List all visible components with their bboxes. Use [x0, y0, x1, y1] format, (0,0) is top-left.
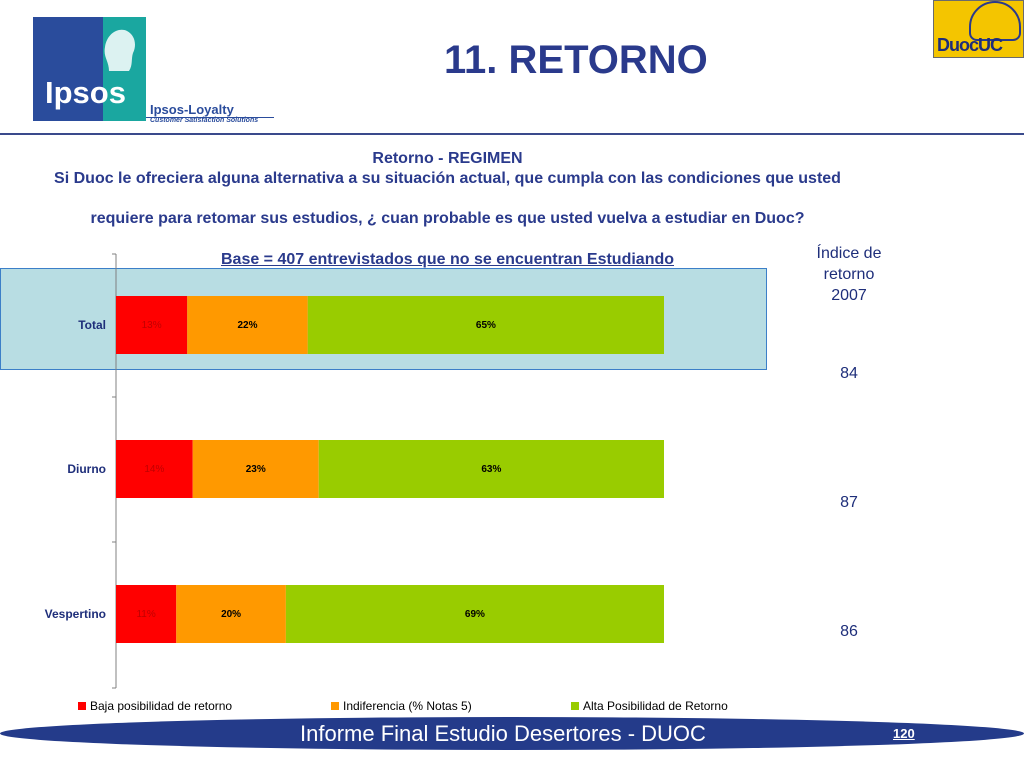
- legend-swatch-alta: [571, 702, 579, 710]
- crest-icon: [969, 1, 1021, 41]
- category-label-total: Total: [78, 318, 106, 332]
- index-value-diurno: 87: [840, 494, 858, 511]
- legend-item-alta: Alta Posibilidad de Retorno: [571, 699, 728, 713]
- data-label: 13%: [142, 320, 162, 331]
- bar-segment: [116, 296, 188, 354]
- chart-legend: Baja posibilidad de retorno Indiferencia…: [0, 699, 1024, 715]
- data-label: 22%: [238, 320, 258, 331]
- legend-swatch-indiferencia: [331, 702, 339, 710]
- question-line-2: requiere para retomar sus estudios, ¿ cu…: [90, 210, 805, 227]
- loyalty-underline: [146, 117, 274, 118]
- ipsos-loyalty-tagline: Customer Satisfaction Solutions: [150, 117, 259, 124]
- legend-item-baja: Baja posibilidad de retorno: [78, 699, 232, 713]
- legend-label-alta: Alta Posibilidad de Retorno: [583, 699, 728, 713]
- legend-label-indiferencia: Indiferencia (% Notas 5): [343, 699, 472, 713]
- footer-band: [0, 717, 1024, 750]
- bar-segment: [116, 585, 177, 643]
- question-line-1: Si Duoc le ofreciera alguna alternativa …: [54, 170, 841, 187]
- bar-segment: [307, 296, 664, 354]
- bar-segment: [176, 585, 286, 643]
- index-header-line-2: retorno: [823, 266, 875, 283]
- page-number: 120: [893, 726, 915, 741]
- data-label: 23%: [246, 464, 266, 475]
- stacked-bar-chart: Total 13% 22% 65% Diurno 14% 23% 63% Vespertino 1…: [45, 253, 664, 689]
- bar-segment: [116, 440, 193, 498]
- index-value-vespertino: 86: [840, 623, 858, 640]
- data-label: 11%: [136, 609, 155, 620]
- ipsos-loyalty-label: Ipsos-Loyalty: [150, 102, 234, 117]
- index-header-line-3: 2007: [831, 287, 867, 304]
- sample-base: Base = 407 entrevistados que no se encue…: [220, 251, 675, 268]
- ipsos-logo-text: Ipsos: [45, 75, 126, 110]
- legend-swatch-baja: [78, 702, 86, 710]
- legend-label-baja: Baja posibilidad de retorno: [90, 699, 233, 713]
- category-label-vespertino: Vespertino: [45, 607, 106, 621]
- category-label-diurno: Diurno: [67, 462, 106, 476]
- footer-text: Informe Final Estudio Desertores - DUOC: [300, 721, 706, 746]
- bar-segment: [187, 296, 308, 354]
- bar-segment: [192, 440, 319, 498]
- index-header: Índice de retorno 2007: [800, 243, 898, 306]
- data-label: 69%: [465, 609, 485, 620]
- question-heading: Retorno - REGIMEN: [372, 150, 523, 167]
- data-label: 63%: [481, 464, 501, 475]
- duoc-logo-text: DuocUC: [937, 35, 1003, 55]
- head-silhouette-icon: [104, 29, 135, 71]
- slide-title: 11. RETORNO: [444, 38, 708, 82]
- bar-segment: [318, 440, 664, 498]
- data-label: 14%: [144, 464, 164, 475]
- header-divider: [0, 133, 1024, 135]
- data-label: 65%: [476, 320, 496, 331]
- data-label: 20%: [221, 609, 241, 620]
- bar-segment: [285, 585, 664, 643]
- duoc-logo: DuocUC: [933, 0, 1024, 58]
- index-value-total: 84: [840, 365, 858, 382]
- legend-item-indiferencia: Indiferencia (% Notas 5): [331, 699, 472, 713]
- index-header-line-1: Índice de: [816, 245, 882, 262]
- ipsos-logo: Ipsos: [33, 17, 146, 121]
